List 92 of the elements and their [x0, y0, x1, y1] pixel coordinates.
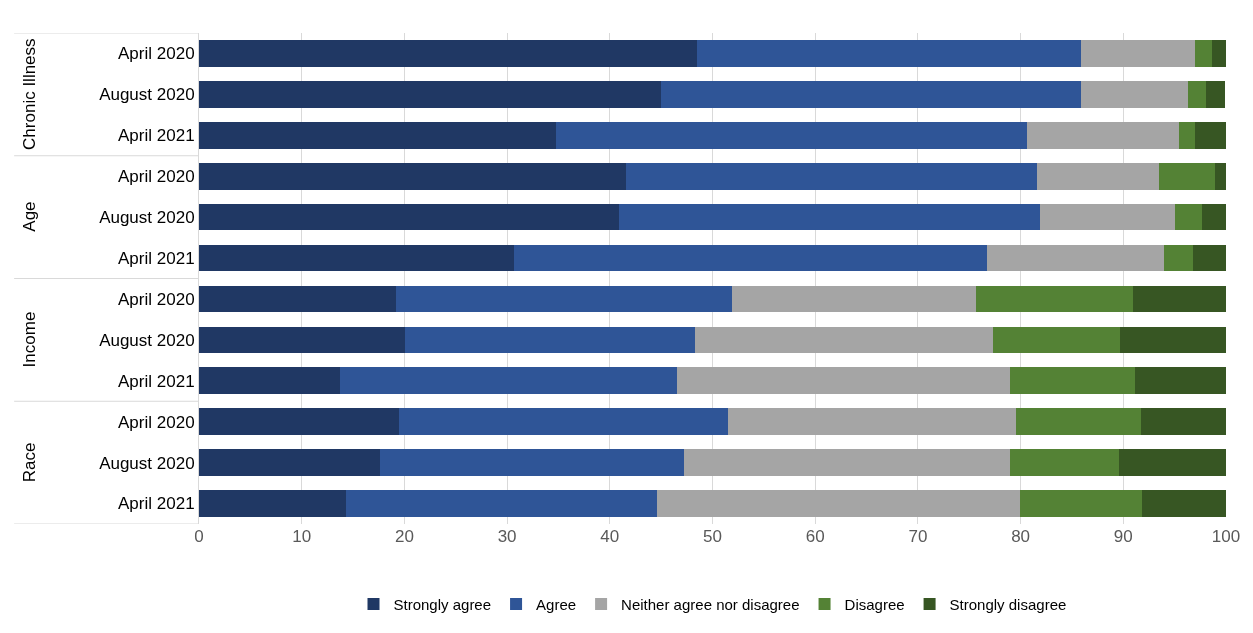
legend-label: Agree	[536, 595, 577, 613]
bar	[345, 490, 658, 517]
bar	[1132, 285, 1226, 313]
bar	[199, 244, 515, 272]
bar	[1134, 367, 1226, 395]
bar	[1026, 121, 1179, 149]
bar	[199, 490, 346, 517]
bar	[396, 285, 733, 313]
x-tick-label: 0	[194, 527, 204, 546]
legend-label: Disagree	[844, 595, 905, 613]
bar	[1195, 121, 1226, 149]
bar	[379, 449, 684, 476]
legend-label: Neither agree nor disagree	[621, 595, 800, 613]
bar	[1206, 81, 1225, 108]
bar	[1211, 40, 1226, 67]
y-tick-label: April 2021	[118, 248, 195, 268]
bar	[1141, 490, 1226, 517]
bar	[697, 40, 1082, 67]
bar	[199, 40, 698, 67]
bar	[683, 449, 1011, 476]
bar	[992, 326, 1121, 354]
bar	[199, 367, 340, 395]
bar	[1159, 162, 1215, 190]
bar	[199, 203, 620, 231]
bar	[727, 408, 1017, 436]
x-tick-label: 50	[703, 527, 722, 546]
text: Race	[19, 442, 39, 483]
bar	[199, 81, 662, 108]
bar	[199, 326, 406, 354]
y-tick-label: April 2021	[118, 126, 195, 146]
x-tick-label: 70	[908, 527, 928, 546]
y-tick-label: April 2020	[118, 44, 195, 64]
bar	[1193, 244, 1226, 272]
bar	[976, 285, 1133, 313]
bar	[1081, 81, 1188, 108]
bar	[1164, 244, 1194, 272]
bar	[657, 490, 1020, 517]
y-tick-label: August 2020	[99, 330, 195, 350]
bar	[986, 244, 1165, 272]
text: Income	[19, 311, 39, 368]
bar	[1195, 40, 1212, 67]
bar	[676, 367, 1011, 395]
legend-label: Strongly disagree	[949, 595, 1067, 613]
bar	[1202, 203, 1226, 231]
bar	[1140, 408, 1226, 436]
bar	[1037, 162, 1160, 190]
bar	[199, 162, 627, 190]
bar	[1188, 81, 1207, 108]
x-tick-label: 30	[497, 527, 517, 546]
bar	[1174, 203, 1203, 231]
y-tick-label: August 2020	[99, 208, 195, 228]
bar	[1081, 40, 1196, 67]
x-tick-label: 40	[600, 527, 620, 546]
bar	[405, 326, 696, 354]
y-tick-label: August 2020	[99, 453, 195, 473]
bar	[199, 408, 400, 436]
bar	[1010, 449, 1120, 476]
x-tick-label: 90	[1113, 527, 1133, 546]
bar	[695, 326, 993, 354]
bar	[1178, 121, 1196, 149]
bar	[339, 367, 677, 395]
y-tick-label: August 2020	[99, 85, 195, 105]
x-tick-label: 80	[1011, 527, 1031, 546]
text: Chronic Illness	[20, 38, 40, 150]
y-tick-label: April 2020	[118, 412, 195, 432]
x-tick-label: 60	[805, 527, 825, 546]
y-tick-label: April 2021	[118, 494, 195, 514]
bar	[556, 121, 1027, 149]
x-tick-label: 100	[1211, 527, 1241, 546]
bar	[1019, 490, 1142, 517]
bar	[199, 121, 557, 149]
bar	[399, 408, 728, 436]
y-tick-label: April 2021	[118, 371, 195, 391]
text: Age	[20, 201, 40, 232]
bar	[1040, 203, 1175, 231]
bar	[661, 81, 1082, 108]
bar	[199, 285, 397, 313]
bar	[1214, 162, 1226, 190]
bar	[1010, 367, 1135, 395]
bar	[1120, 326, 1226, 354]
y-tick-label: April 2020	[118, 167, 195, 187]
bar	[199, 449, 380, 476]
bar	[732, 285, 977, 313]
bar	[1119, 449, 1226, 476]
legend-label: Strongly agree	[393, 595, 492, 613]
bar	[626, 162, 1038, 190]
bar	[1016, 408, 1141, 436]
x-tick-label: 10	[292, 527, 312, 546]
x-tick-label: 20	[394, 527, 414, 546]
bar	[514, 244, 987, 272]
bar	[619, 203, 1041, 231]
y-tick-label: April 2020	[118, 289, 195, 309]
